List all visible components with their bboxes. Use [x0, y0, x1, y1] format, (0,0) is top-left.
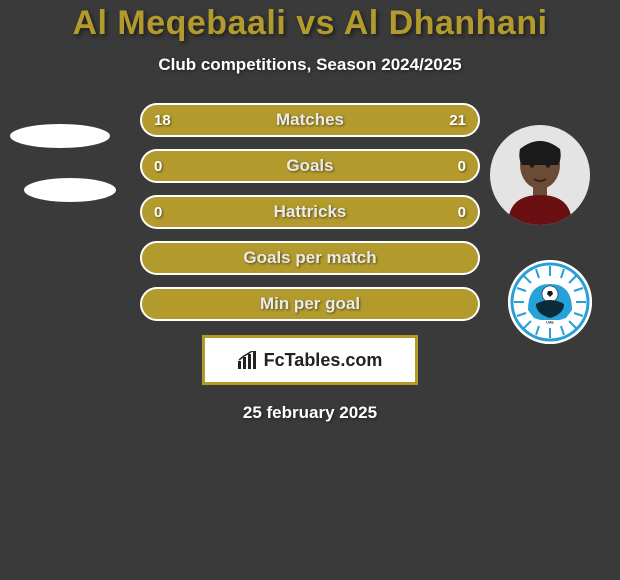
stat-bars: 18 Matches 21 0 Goals 0 0 Hattricks 0 Goals per m…	[140, 103, 480, 321]
stat-bar: Min per goal	[140, 287, 480, 321]
stat-bar: 18 Matches 21	[140, 103, 480, 137]
stat-label: Min per goal	[260, 294, 360, 314]
stat-label: Hattricks	[274, 202, 347, 222]
left-ellipse-1	[10, 124, 110, 148]
stat-label: Goals	[286, 156, 333, 176]
stat-bar: Goals per match	[140, 241, 480, 275]
stat-right-value: 0	[458, 158, 466, 175]
date-label: 25 february 2025	[0, 403, 620, 423]
stat-label: Goals per match	[243, 248, 376, 268]
stat-left-value: 0	[154, 158, 162, 175]
footer-text: FcTables.com	[264, 350, 383, 371]
subtitle: Club competitions, Season 2024/2025	[0, 55, 620, 75]
footer-logo-box: FcTables.com	[202, 335, 418, 385]
left-ellipse-2	[24, 178, 116, 202]
right-club-badge: UAE	[508, 260, 592, 344]
stat-bar: 0 Goals 0	[140, 149, 480, 183]
stat-label: Matches	[276, 110, 344, 130]
stat-left-value: 18	[154, 112, 171, 129]
stat-left-value: 0	[154, 204, 162, 221]
stat-bar: 0 Hattricks 0	[140, 195, 480, 229]
chart-icon	[238, 351, 258, 369]
svg-text:UAE: UAE	[546, 321, 554, 325]
page-title: Al Meqebaali vs Al Dhanhani	[0, 4, 620, 43]
stat-right-value: 0	[458, 204, 466, 221]
stat-right-value: 21	[449, 112, 466, 129]
right-player-avatar	[490, 125, 590, 225]
